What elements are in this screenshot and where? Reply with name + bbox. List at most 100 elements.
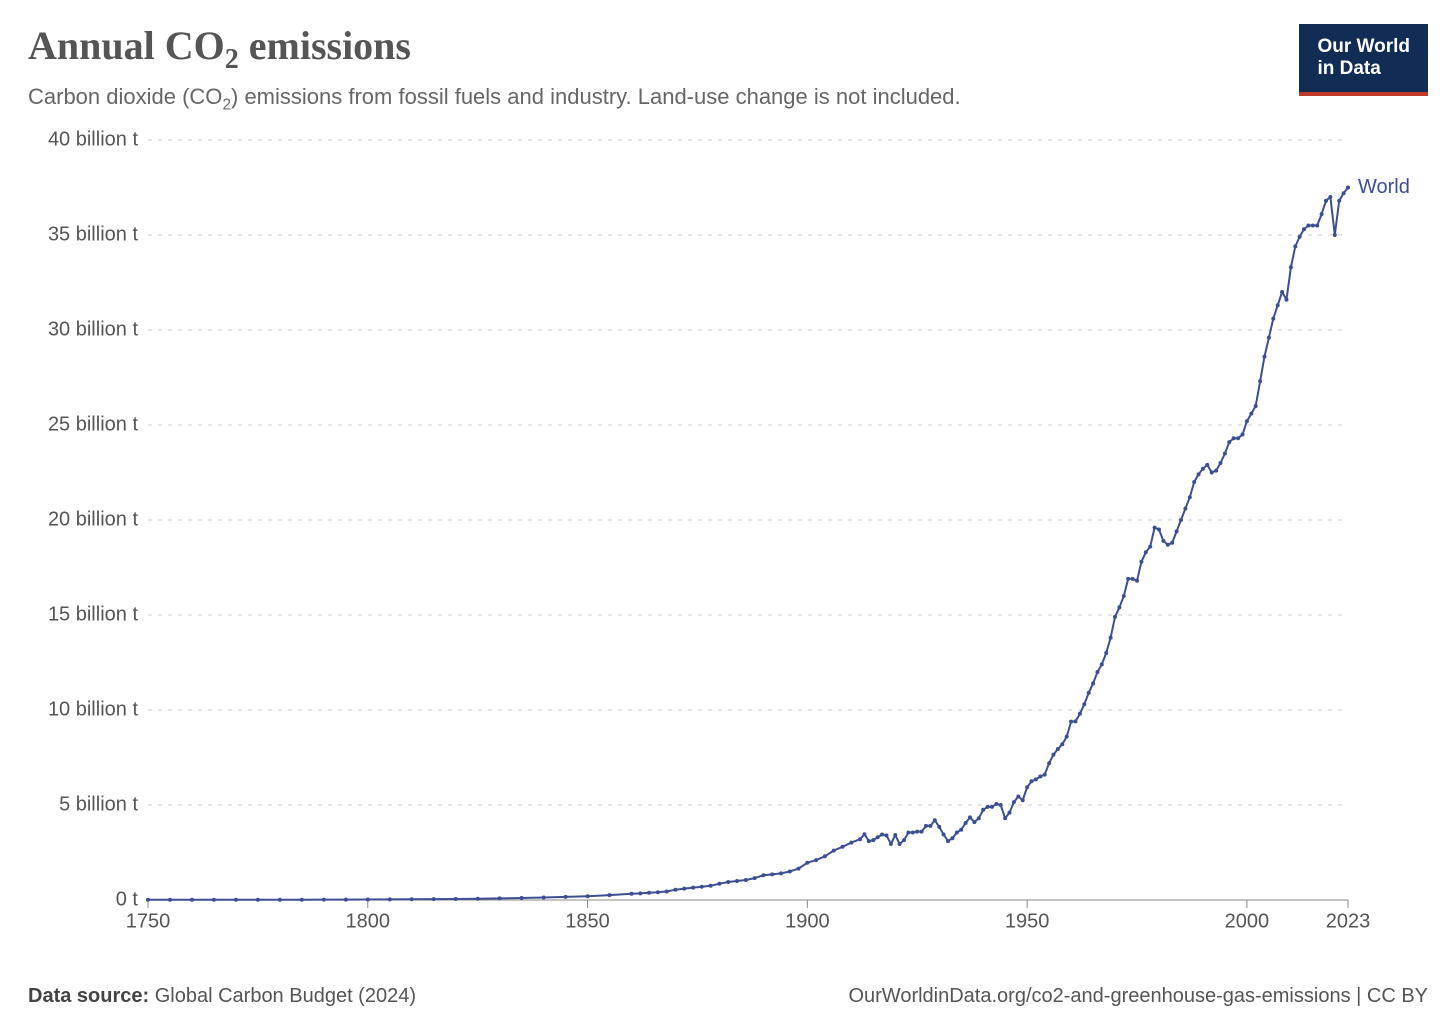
chart-plot-area: 0 t5 billion t10 billion t15 billion t20… (28, 130, 1428, 971)
series-point (805, 861, 809, 865)
series-point (1249, 412, 1253, 416)
series-point (1122, 594, 1126, 598)
series-point (212, 898, 216, 902)
series-point (1205, 463, 1209, 467)
series-point (955, 831, 959, 835)
series-point (1060, 742, 1064, 746)
series-point (1271, 317, 1275, 321)
series-point (674, 888, 678, 892)
series-point (1078, 712, 1082, 716)
series-point (1025, 785, 1029, 789)
series-point (902, 838, 906, 842)
series-point (1034, 778, 1038, 782)
series-point (1219, 461, 1223, 465)
series-point (1043, 773, 1047, 777)
series-point (964, 821, 968, 825)
series-point (726, 880, 730, 884)
series-point (928, 824, 932, 828)
series-point (1153, 526, 1157, 530)
series-point (234, 898, 238, 902)
series-point (1144, 550, 1148, 554)
series-point (1346, 186, 1350, 190)
series-point (942, 833, 946, 837)
series-point (1306, 224, 1310, 228)
series-point (656, 890, 660, 894)
y-tick-label: 20 billion t (48, 508, 139, 530)
series-point (709, 884, 713, 888)
series-point (682, 887, 686, 891)
series-point (647, 891, 651, 895)
series-point (1201, 467, 1205, 471)
series-point (871, 838, 875, 842)
series-point (638, 892, 642, 896)
series-point (972, 820, 976, 824)
logo-line1: Our World (1317, 36, 1410, 57)
series-point (1096, 670, 1100, 674)
series-point (1166, 543, 1170, 547)
series-point (761, 873, 765, 877)
y-tick-label: 10 billion t (48, 698, 139, 720)
footer-attribution: OurWorldinData.org/co2-and-greenhouse-ga… (848, 985, 1428, 1008)
series-point (863, 832, 867, 836)
y-tick-label: 30 billion t (48, 318, 139, 340)
series-point (981, 808, 985, 812)
series-point (630, 892, 634, 896)
y-tick-label: 25 billion t (48, 413, 139, 435)
chart-subtitle: Carbon dioxide (CO2) emissions from foss… (28, 84, 1299, 114)
chart-title: Annual CO2 emissions (28, 24, 1299, 76)
series-point (1126, 577, 1130, 581)
series-point (906, 831, 910, 835)
series-point (608, 893, 612, 897)
series-point (937, 825, 941, 829)
series-point (1227, 440, 1231, 444)
x-tick-label: 1900 (785, 911, 830, 933)
series-point (1104, 651, 1108, 655)
series-point (858, 837, 862, 841)
series-point (1188, 495, 1192, 499)
y-tick-label: 0 t (116, 888, 139, 910)
series-point (1021, 798, 1025, 802)
series-point (300, 898, 304, 902)
series-point (920, 830, 924, 834)
series-point (564, 895, 568, 899)
footer-source: Data source: Global Carbon Budget (2024) (28, 985, 416, 1008)
series-point (1161, 539, 1165, 543)
series-point (1280, 290, 1284, 294)
series-point (256, 898, 260, 902)
series-point (1293, 245, 1297, 249)
y-tick-label: 5 billion t (59, 793, 138, 815)
series-point (770, 873, 774, 877)
series-point (1298, 235, 1302, 239)
series-point (959, 828, 963, 832)
series-point (1311, 224, 1315, 228)
series-point (1109, 636, 1113, 640)
series-point (986, 805, 990, 809)
series-point (1012, 800, 1016, 804)
series-point (168, 898, 172, 902)
series-point (1074, 720, 1078, 724)
series-point (388, 898, 392, 902)
series-point (1254, 404, 1258, 408)
series-point (1342, 191, 1346, 195)
y-tick-label: 35 billion t (48, 223, 139, 245)
series-point (700, 885, 704, 889)
series-point (1069, 720, 1073, 724)
series-point (476, 897, 480, 901)
series-point (1065, 735, 1069, 739)
series-point (753, 876, 757, 880)
series-point (788, 870, 792, 874)
series-point (1214, 469, 1218, 473)
x-tick-label: 1800 (346, 911, 391, 933)
series-point (933, 818, 937, 822)
series-point (366, 898, 370, 902)
series-point (410, 897, 414, 901)
series-point (1117, 606, 1121, 610)
series-point (832, 849, 836, 853)
x-tick-label: 1750 (126, 911, 171, 933)
series-point (1003, 816, 1007, 820)
series-point (1008, 811, 1012, 815)
series-point (1267, 336, 1271, 340)
series-point (1258, 379, 1262, 383)
series-point (968, 816, 972, 820)
series-point (1139, 560, 1143, 564)
